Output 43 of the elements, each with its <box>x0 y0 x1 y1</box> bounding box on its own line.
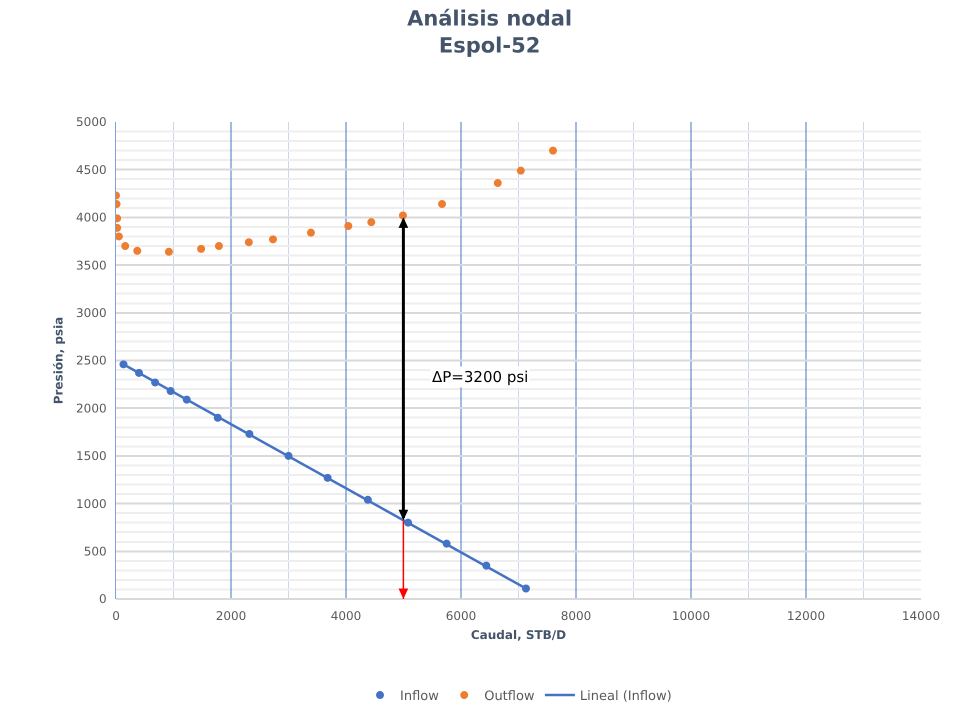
point <box>494 179 502 188</box>
point <box>398 211 407 220</box>
legend-label: Inflow <box>400 689 440 704</box>
x-tick-label: 8000 <box>560 609 592 623</box>
y-tick-label: 3000 <box>76 306 107 320</box>
x-tick-label: 0 <box>112 609 120 623</box>
y-tick-label: 1000 <box>76 496 107 511</box>
x-tick-label: 6000 <box>446 609 476 623</box>
point <box>121 242 130 250</box>
x-axis-title: Caudal, STB/D <box>470 628 566 642</box>
point <box>438 200 446 208</box>
point <box>306 228 315 237</box>
point <box>516 166 525 175</box>
x-tick-label: 12000 <box>786 609 826 623</box>
x-tick-label: 2000 <box>216 609 246 623</box>
y-tick-label: 2000 <box>76 401 107 416</box>
y-tick-label: 5000 <box>76 115 107 130</box>
point <box>367 218 376 226</box>
point <box>214 242 223 250</box>
chart-title: Análisis nodal <box>407 6 572 30</box>
point <box>197 244 206 253</box>
y-tick-label: 3500 <box>76 258 107 272</box>
point <box>344 222 352 230</box>
chart-subtitle: Espol-52 <box>438 34 540 58</box>
point <box>244 238 253 246</box>
x-tick-label: 10000 <box>672 609 710 623</box>
annotation: ΔP=3200 psi <box>432 368 528 386</box>
y-tick-label: 4000 <box>76 210 107 225</box>
x-tick-label: 14000 <box>902 609 940 623</box>
point <box>268 235 277 244</box>
y-tick-label: 500 <box>84 544 107 558</box>
point <box>116 232 123 240</box>
y-axis-title: Presión, psia <box>51 316 66 404</box>
y-tick-label: 1500 <box>76 449 107 464</box>
x-tick-label: 4000 <box>330 609 362 623</box>
legend-label: Lineal (Inflow) <box>580 689 672 704</box>
legend-label: Outflow <box>484 689 535 704</box>
y-tick-label: 2500 <box>76 354 107 368</box>
point <box>164 248 173 256</box>
point <box>549 146 557 155</box>
y-tick-label: 0 <box>98 592 107 606</box>
y-tick-label: 4500 <box>76 162 107 177</box>
point <box>133 246 142 255</box>
